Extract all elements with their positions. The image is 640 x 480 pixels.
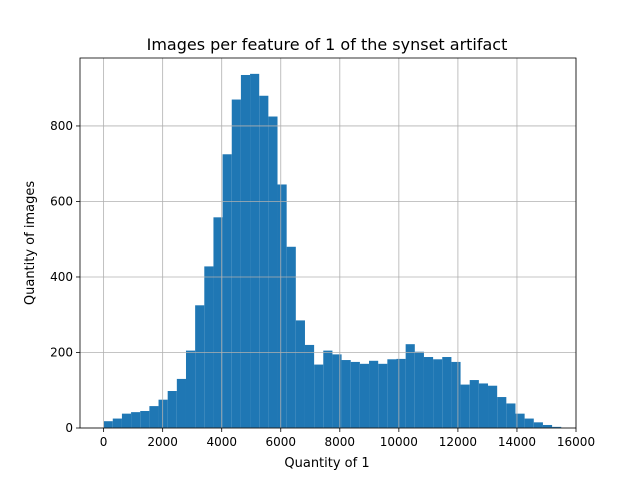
x-tick-label: 6000 (265, 435, 296, 449)
histogram-bar (222, 154, 232, 428)
x-tick-label: 8000 (325, 435, 356, 449)
x-tick-label: 12000 (439, 435, 477, 449)
y-tick-label: 400 (50, 270, 73, 284)
y-tick-label: 0 (65, 421, 73, 435)
histogram-bar (542, 424, 553, 428)
histogram-bar (259, 95, 269, 429)
histogram-bar (240, 74, 251, 428)
histogram-bar (460, 384, 470, 428)
histogram-bar (341, 360, 351, 428)
histogram-bar (140, 411, 150, 428)
histogram-bar (185, 350, 196, 428)
histogram-bar (213, 217, 223, 428)
x-tick-label: 10000 (380, 435, 418, 449)
histogram-bar (204, 266, 214, 428)
histogram-bar (250, 73, 260, 428)
histogram-bar (277, 184, 287, 428)
histogram-bar (176, 378, 186, 428)
x-axis-label: Quantity of 1 (284, 456, 369, 471)
histogram-bar (497, 397, 507, 428)
histogram-bar (103, 421, 113, 428)
histogram-bar (369, 360, 379, 428)
histogram-bar (414, 351, 424, 428)
histogram-bar (515, 413, 525, 428)
histogram-bar (378, 363, 388, 428)
y-tick-label: 600 (50, 194, 73, 208)
histogram-bar (552, 426, 562, 428)
chart-title: Images per feature of 1 of the synset ar… (147, 35, 508, 54)
histogram-bar (533, 422, 543, 428)
histogram-bar (387, 359, 397, 428)
histogram-bar (524, 418, 534, 428)
histogram-bar (442, 357, 452, 428)
histogram-bar (396, 358, 406, 428)
histogram-bar (423, 357, 434, 428)
x-tick-label: 16000 (557, 435, 595, 449)
histogram-bar (295, 320, 305, 428)
ticks: 0 2000 4000 6000 8000 10000 12000 14000 16000 0 20… (50, 119, 595, 449)
histogram-bar (167, 391, 177, 428)
histogram-bar (405, 344, 415, 428)
plot-frame (79, 57, 577, 429)
histogram-bar (149, 406, 159, 428)
histogram-bar (121, 413, 132, 428)
y-tick-label: 200 (50, 345, 73, 359)
histogram-bar (488, 385, 498, 428)
y-axis-label: Quantity of images (23, 181, 38, 305)
x-tick-label: 14000 (498, 435, 536, 449)
histogram-bar (323, 350, 333, 428)
histogram-bar (451, 361, 461, 428)
histogram-bar (268, 116, 278, 428)
histogram-bar (350, 361, 360, 428)
histogram-bar (469, 380, 479, 428)
x-tick-label: 2000 (147, 435, 178, 449)
axes (79, 57, 577, 429)
histogram-bar (158, 399, 168, 428)
histogram-bar (359, 363, 370, 428)
histogram-bar (314, 364, 324, 428)
histogram-bar (478, 383, 489, 428)
histogram-bar (304, 344, 315, 428)
x-tick-label: 0 (100, 435, 108, 449)
histogram-bar (433, 359, 443, 428)
histogram-bar (112, 418, 122, 428)
histogram-bars (103, 73, 562, 429)
histogram-bar (231, 99, 241, 428)
histogram-bar (506, 403, 516, 428)
histogram-bar (286, 246, 296, 428)
x-tick-label: 4000 (206, 435, 237, 449)
y-tick-label: 800 (50, 119, 73, 133)
histogram-bar (332, 354, 342, 428)
histogram-bar (131, 412, 141, 428)
histogram-bar (195, 305, 205, 428)
